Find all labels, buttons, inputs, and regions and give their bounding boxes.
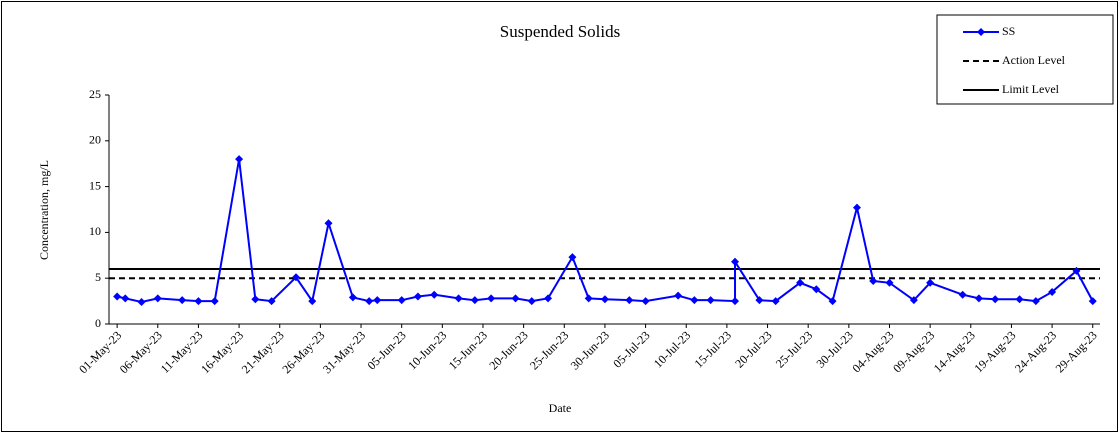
- marker: [397, 296, 406, 305]
- y-tick-label: 25: [89, 87, 101, 101]
- marker: [511, 294, 520, 303]
- marker: [641, 297, 650, 306]
- marker: [958, 290, 967, 299]
- marker: [454, 294, 463, 303]
- marker: [885, 278, 894, 287]
- marker: [706, 296, 715, 305]
- y-tick-label: 15: [89, 178, 101, 192]
- marker: [1088, 297, 1097, 306]
- y-tick-label: 10: [89, 224, 101, 238]
- x-axis-label: Date: [549, 401, 572, 415]
- legend-label: SS: [1002, 24, 1015, 38]
- marker: [544, 294, 553, 303]
- marker: [413, 292, 422, 301]
- marker: [324, 219, 333, 228]
- legend-marker: [977, 28, 985, 36]
- marker: [470, 296, 479, 305]
- marker: [852, 203, 861, 212]
- marker: [113, 292, 122, 301]
- marker: [308, 297, 317, 306]
- marker: [194, 297, 203, 306]
- marker: [291, 273, 300, 282]
- marker: [267, 297, 276, 306]
- marker: [348, 293, 357, 302]
- marker: [365, 297, 374, 306]
- y-axis-label: Concentration, mg/L: [37, 160, 51, 260]
- marker: [178, 296, 187, 305]
- marker: [690, 296, 699, 305]
- marker: [974, 294, 983, 303]
- marker: [755, 296, 764, 305]
- marker: [137, 298, 146, 307]
- marker: [991, 295, 1000, 304]
- legend-label: Action Level: [1002, 53, 1066, 67]
- marker: [909, 296, 918, 305]
- y-tick-label: 0: [95, 316, 101, 330]
- marker: [373, 296, 382, 305]
- legend-label: Limit Level: [1002, 82, 1060, 96]
- marker: [487, 294, 496, 303]
- marker: [869, 276, 878, 285]
- marker: [430, 290, 439, 299]
- marker: [1048, 287, 1057, 296]
- marker: [235, 155, 244, 164]
- marker: [568, 253, 577, 262]
- marker: [153, 294, 162, 303]
- marker: [731, 297, 740, 306]
- marker: [210, 297, 219, 306]
- chart-title: Suspended Solids: [500, 22, 620, 41]
- marker: [600, 295, 609, 304]
- marker: [828, 297, 837, 306]
- y-tick-label: 5: [95, 270, 101, 284]
- marker: [926, 278, 935, 287]
- marker: [584, 294, 593, 303]
- marker: [251, 295, 260, 304]
- marker: [1015, 295, 1024, 304]
- marker: [625, 296, 634, 305]
- marker: [1031, 297, 1040, 306]
- marker: [121, 294, 130, 303]
- marker: [796, 278, 805, 287]
- marker: [527, 297, 536, 306]
- marker: [674, 291, 683, 300]
- marker: [731, 257, 740, 266]
- marker: [1072, 266, 1081, 275]
- marker: [771, 297, 780, 306]
- marker: [812, 285, 821, 294]
- y-tick-label: 20: [89, 133, 101, 147]
